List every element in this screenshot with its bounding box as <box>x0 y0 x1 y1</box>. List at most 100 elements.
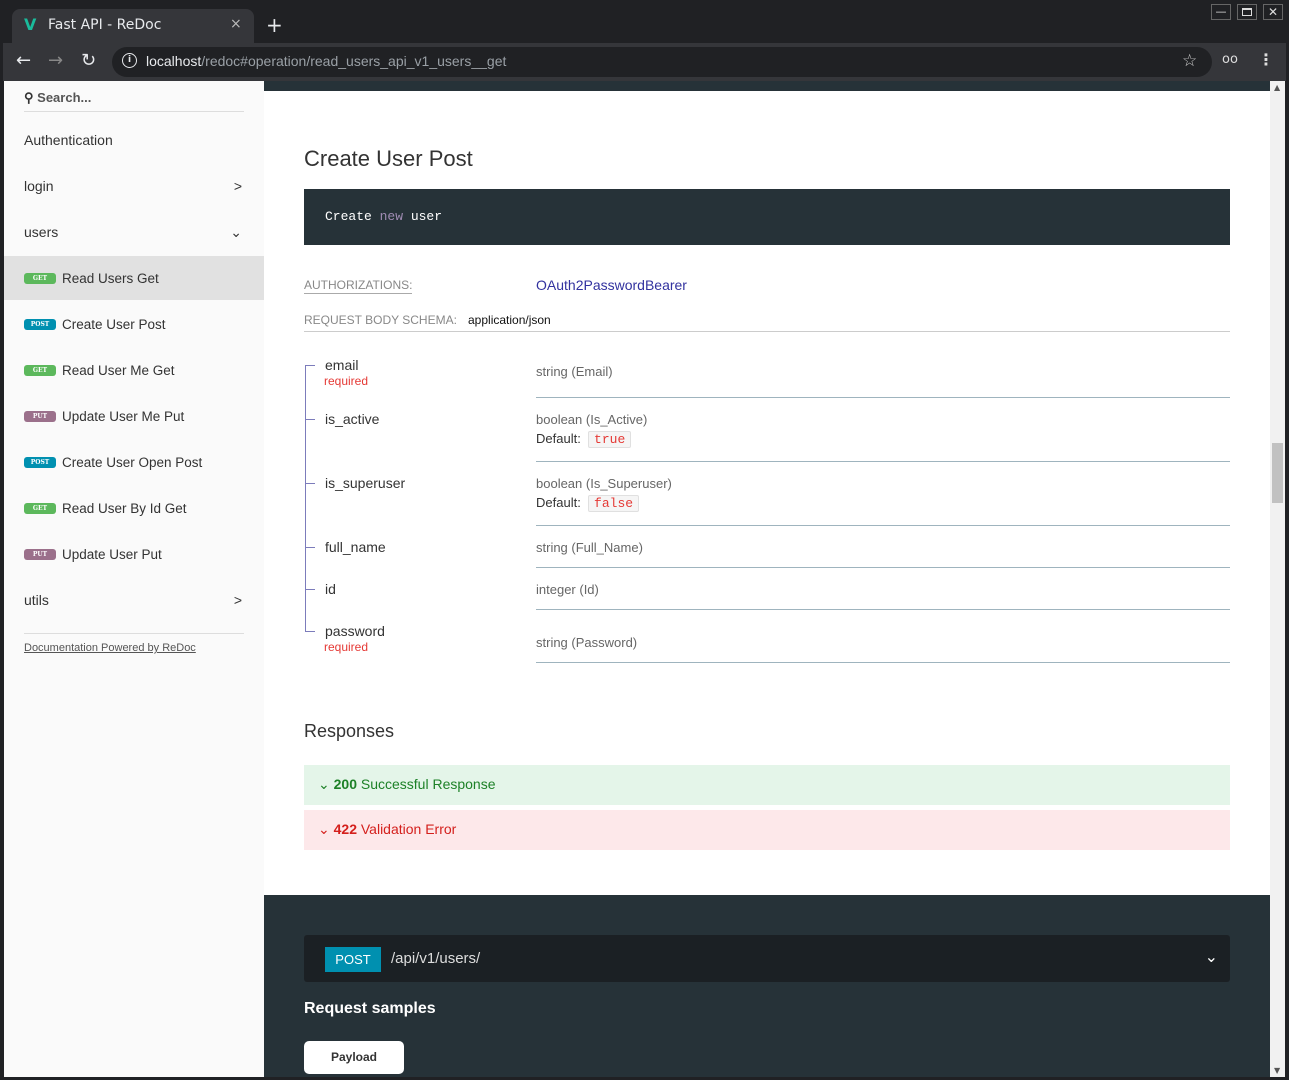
minimize-button[interactable]: — <box>1211 4 1231 20</box>
schema-label: REQUEST BODY SCHEMA: <box>304 313 457 327</box>
divider <box>536 525 1230 526</box>
chevron-down-icon: ⌄ <box>318 776 330 792</box>
scroll-thumb[interactable] <box>1272 443 1283 503</box>
right-panel: POST /api/v1/users/ ⌄ Request samples Pa… <box>264 895 1270 1077</box>
vue-logo-icon: V <box>24 15 37 34</box>
address-bar[interactable]: i localhost/redoc#operation/read_users_a… <box>112 47 1212 77</box>
method-badge: POST <box>24 456 56 468</box>
chevron-down-icon[interactable]: ⌄ <box>1204 949 1218 966</box>
scroll-down-icon[interactable]: ▼ <box>1274 1066 1281 1075</box>
divider <box>536 397 1230 398</box>
divider <box>536 461 1230 462</box>
label: login <box>24 178 54 194</box>
label: Create User Open Post <box>62 454 203 470</box>
search-icon: ⚲ <box>24 90 34 105</box>
label: Update User Me Put <box>62 408 185 424</box>
scrollbar[interactable]: ▲ ▼ <box>1270 81 1285 1077</box>
payload-tab[interactable]: Payload <box>304 1041 404 1074</box>
page-title: Create User Post <box>304 146 473 171</box>
sidebar-item-operation[interactable]: GET Read Users Get <box>4 256 264 300</box>
divider <box>536 662 1230 663</box>
default-value: Default: true <box>536 431 632 448</box>
sidebar-item-operation[interactable]: PUT Update User Me Put <box>4 394 264 438</box>
method-badge: GET <box>24 502 56 514</box>
response-200[interactable]: ⌄ 200 Successful Response <box>304 765 1230 805</box>
sidebar-item-users[interactable]: users ⌄ <box>4 210 264 254</box>
method-badge: PUT <box>24 548 56 560</box>
responses-title: Responses <box>304 721 395 741</box>
sidebar-item-utils[interactable]: utils > <box>4 578 264 622</box>
tree-line <box>305 366 306 631</box>
sidebar-item-operation[interactable]: POST Create User Post <box>4 302 264 346</box>
back-icon[interactable]: ← <box>16 50 32 71</box>
field-name: email <box>325 357 359 373</box>
label: Update User Put <box>62 546 162 562</box>
label: Read User By Id Get <box>62 500 187 516</box>
new-tab-button[interactable]: + <box>266 13 283 37</box>
dark-strip <box>264 81 1270 91</box>
sidebar: ⚲ Search... Authentication login > users ⌄… <box>4 81 264 1077</box>
sidebar-item-operation[interactable]: GET Read User Me Get <box>4 348 264 392</box>
incognito-icon[interactable]: oo <box>1222 52 1238 67</box>
close-tab-icon[interactable]: × <box>230 16 242 32</box>
tree-tick <box>305 631 315 632</box>
chevron-right-icon: > <box>233 178 242 194</box>
response-422[interactable]: ⌄ 422 Validation Error <box>304 810 1230 850</box>
sidebar-item-operation[interactable]: GET Read User By Id Get <box>4 486 264 530</box>
field-name: is_superuser <box>325 475 406 491</box>
url-host: localhost <box>146 53 202 69</box>
tab-title: Fast API - ReDoc <box>48 17 162 33</box>
field-name: is_active <box>325 411 380 427</box>
scroll-up-icon[interactable]: ▲ <box>1274 83 1281 92</box>
tree-tick <box>305 365 315 366</box>
close-window-button[interactable]: ✕ <box>1263 4 1283 20</box>
bookmark-star-icon[interactable]: ☆ <box>1182 51 1198 71</box>
field-type: boolean (Is_Active) <box>536 412 648 427</box>
sidebar-item-authentication[interactable]: Authentication <box>4 118 264 162</box>
url-path: /redoc#operation/read_users_api_v1_users… <box>201 53 507 69</box>
label: users <box>24 224 59 240</box>
label: utils <box>24 592 49 608</box>
field-name: id <box>325 581 336 597</box>
field-type: string (Full_Name) <box>536 540 643 555</box>
maximize-button[interactable] <box>1237 4 1257 20</box>
field-name: full_name <box>325 539 386 555</box>
label: Authentication <box>24 132 113 148</box>
field-type: string (Password) <box>536 635 638 650</box>
method-badge: PUT <box>24 410 56 422</box>
field-type: string (Email) <box>536 364 613 379</box>
browser-tab[interactable]: V Fast API - ReDoc × <box>12 9 254 43</box>
forward-icon[interactable]: → <box>48 50 64 71</box>
schema-value: application/json <box>468 313 551 327</box>
method-badge: GET <box>24 364 56 376</box>
request-samples-title: Request samples <box>304 1000 436 1017</box>
label: Read Users Get <box>62 270 159 286</box>
field-name: password <box>325 623 385 639</box>
menu-icon[interactable]: ⋮ <box>1258 50 1274 69</box>
sidebar-item-login[interactable]: login > <box>4 164 264 208</box>
tree-tick <box>305 483 315 484</box>
divider <box>536 567 1230 568</box>
auth-link[interactable]: OAuth2PasswordBearer <box>536 277 687 293</box>
label: Create User Post <box>62 316 166 332</box>
tree-tick <box>305 419 315 420</box>
divider <box>304 331 1230 332</box>
sidebar-item-operation[interactable]: PUT Update User Put <box>4 532 264 576</box>
search-input[interactable]: Search... <box>37 90 92 105</box>
chevron-down-icon: ⌄ <box>318 821 330 837</box>
required-label: required <box>324 374 369 388</box>
authorizations-label: AUTHORIZATIONS: <box>304 278 413 294</box>
sidebar-item-operation[interactable]: POST Create User Open Post <box>4 440 264 484</box>
chevron-right-icon: > <box>233 592 242 608</box>
description-code-block: Create new user <box>304 189 1230 245</box>
search-box[interactable]: ⚲ Search... <box>24 90 244 112</box>
method-badge: GET <box>24 272 56 284</box>
endpoint-bar[interactable]: POST /api/v1/users/ ⌄ <box>304 935 1230 982</box>
method-badge: POST <box>24 318 56 330</box>
redoc-link[interactable]: Documentation Powered by ReDoc <box>24 642 196 654</box>
tree-tick <box>305 547 315 548</box>
info-icon[interactable]: i <box>122 53 137 68</box>
divider <box>24 633 244 634</box>
tree-tick <box>305 589 315 590</box>
reload-icon[interactable]: ↻ <box>81 50 97 71</box>
